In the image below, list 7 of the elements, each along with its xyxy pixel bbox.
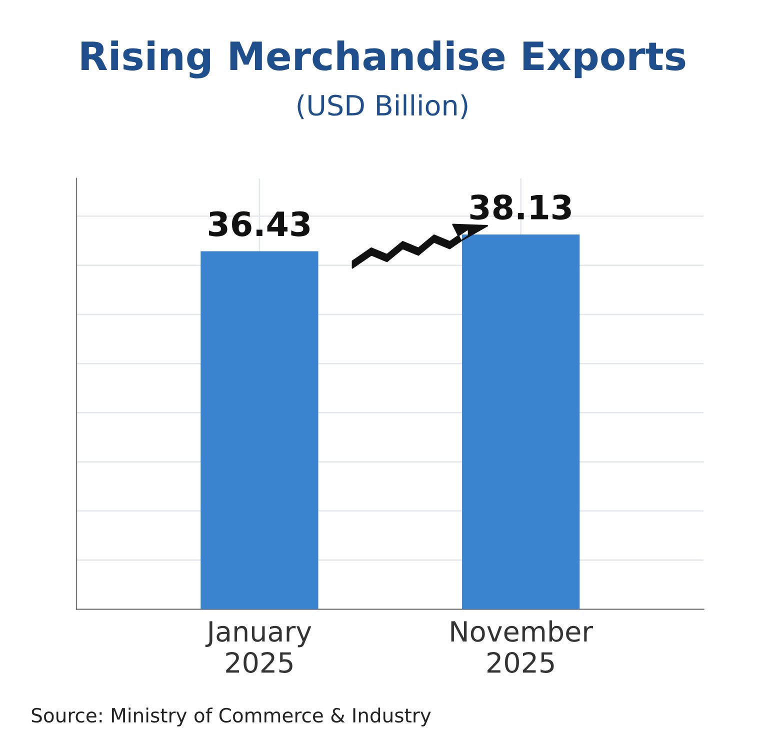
data-label: 38.13 (470, 194, 571, 220)
chart-subtitle: (USD Billion) (298, 94, 468, 120)
chart-title: Rising Merchandise Exports (82, 40, 686, 78)
x-tick-label: January 2025 (205, 621, 312, 673)
source-note: Source: Ministry of Commerce & Industry (32, 708, 431, 726)
data-label: 36.43 (208, 211, 310, 236)
x-tick-label: November 2025 (451, 620, 594, 673)
